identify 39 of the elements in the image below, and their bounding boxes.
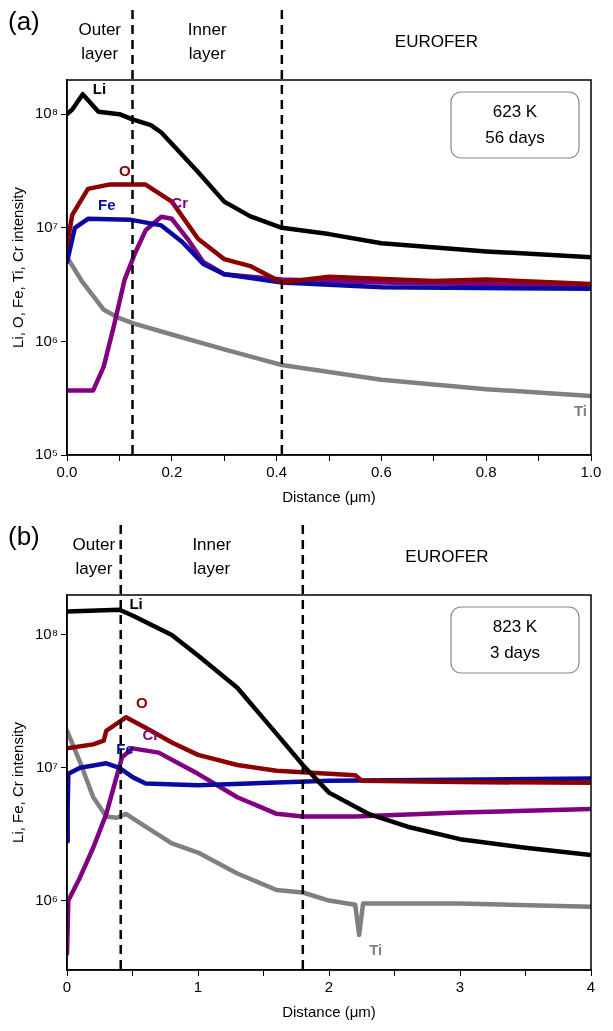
y-tick-label: 10⁵ [35,445,59,463]
text: Inner layer [192,534,232,578]
series-label: Fe [97,195,116,213]
series-label: Ti [573,402,587,420]
annotation: 623 K 56 days [485,101,545,147]
x-tick-label: 0.8 [475,463,497,481]
x-tick-label: 0.4 [266,463,288,481]
y-tick-label: 10⁸ [35,104,59,122]
text: Outer layer [78,19,122,63]
y-tick-label: 10⁶ [35,890,59,908]
y-tick-label: 10⁷ [35,217,59,235]
y-tick-label: 10⁶ [35,331,59,349]
x-tick-label: 3 [455,978,465,996]
chart-title: (b) [8,521,40,551]
x-tick-label: 0.0 [56,463,78,481]
x-tick-label: 1 [193,978,203,996]
text: EUROFER [405,546,489,566]
x-axis-title: Distance (μm) [282,1003,376,1021]
y-axis-title: Li, Fe, Cr intensity [9,721,27,843]
x-tick-label: 0.6 [370,463,392,481]
series-label: Li [92,80,107,98]
x-tick-label: 1.0 [580,463,602,481]
y-tick-label: 10⁷ [35,757,59,775]
annotation: 823 K 3 days [489,616,541,662]
text: Outer layer [72,534,116,578]
text: Inner layer [187,19,227,63]
x-axis-title: Distance (μm) [282,488,376,506]
x-tick-label: 0 [62,978,72,996]
y-axis-title: Li, O, Fe, Ti, Cr intensity [9,186,27,348]
chart-title: (a) [8,6,40,36]
series-label: Li [129,595,143,613]
y-tick-label: 10⁸ [35,625,59,643]
x-tick-label: 0.2 [161,463,183,481]
series-label: O [135,694,148,712]
series-label: Ti [369,941,383,959]
x-tick-label: 2 [324,978,334,996]
text: EUROFER [394,31,478,51]
x-tick-label: 4 [586,978,596,996]
series-label: O [118,161,131,179]
